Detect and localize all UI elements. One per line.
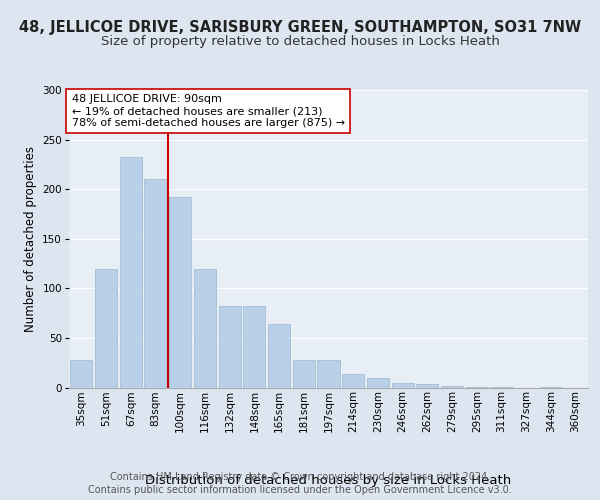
- Text: Contains public sector information licensed under the Open Government Licence v3: Contains public sector information licen…: [88, 485, 512, 495]
- Text: 48, JELLICOE DRIVE, SARISBURY GREEN, SOUTHAMPTON, SO31 7NW: 48, JELLICOE DRIVE, SARISBURY GREEN, SOU…: [19, 20, 581, 35]
- Bar: [416, 384, 439, 388]
- Text: 48 JELLICOE DRIVE: 90sqm
← 19% of detached houses are smaller (213)
78% of semi-: 48 JELLICOE DRIVE: 90sqm ← 19% of detach…: [71, 94, 345, 128]
- Text: Size of property relative to detached houses in Locks Heath: Size of property relative to detached ho…: [101, 35, 499, 48]
- Y-axis label: Number of detached properties: Number of detached properties: [24, 146, 37, 332]
- Bar: [169, 197, 191, 388]
- Bar: [490, 386, 512, 388]
- Bar: [243, 306, 265, 388]
- Bar: [342, 374, 364, 388]
- Bar: [392, 382, 414, 388]
- Bar: [466, 386, 488, 388]
- Bar: [194, 268, 216, 388]
- Bar: [218, 306, 241, 388]
- Bar: [441, 386, 463, 388]
- Bar: [268, 324, 290, 388]
- Bar: [145, 180, 167, 388]
- Bar: [317, 360, 340, 388]
- X-axis label: Distribution of detached houses by size in Locks Heath: Distribution of detached houses by size …: [145, 474, 512, 487]
- Bar: [70, 360, 92, 388]
- Text: Contains HM Land Registry data © Crown copyright and database right 2024.: Contains HM Land Registry data © Crown c…: [110, 472, 490, 482]
- Bar: [540, 386, 562, 388]
- Bar: [293, 360, 315, 388]
- Bar: [367, 378, 389, 388]
- Bar: [119, 158, 142, 388]
- Bar: [95, 268, 117, 388]
